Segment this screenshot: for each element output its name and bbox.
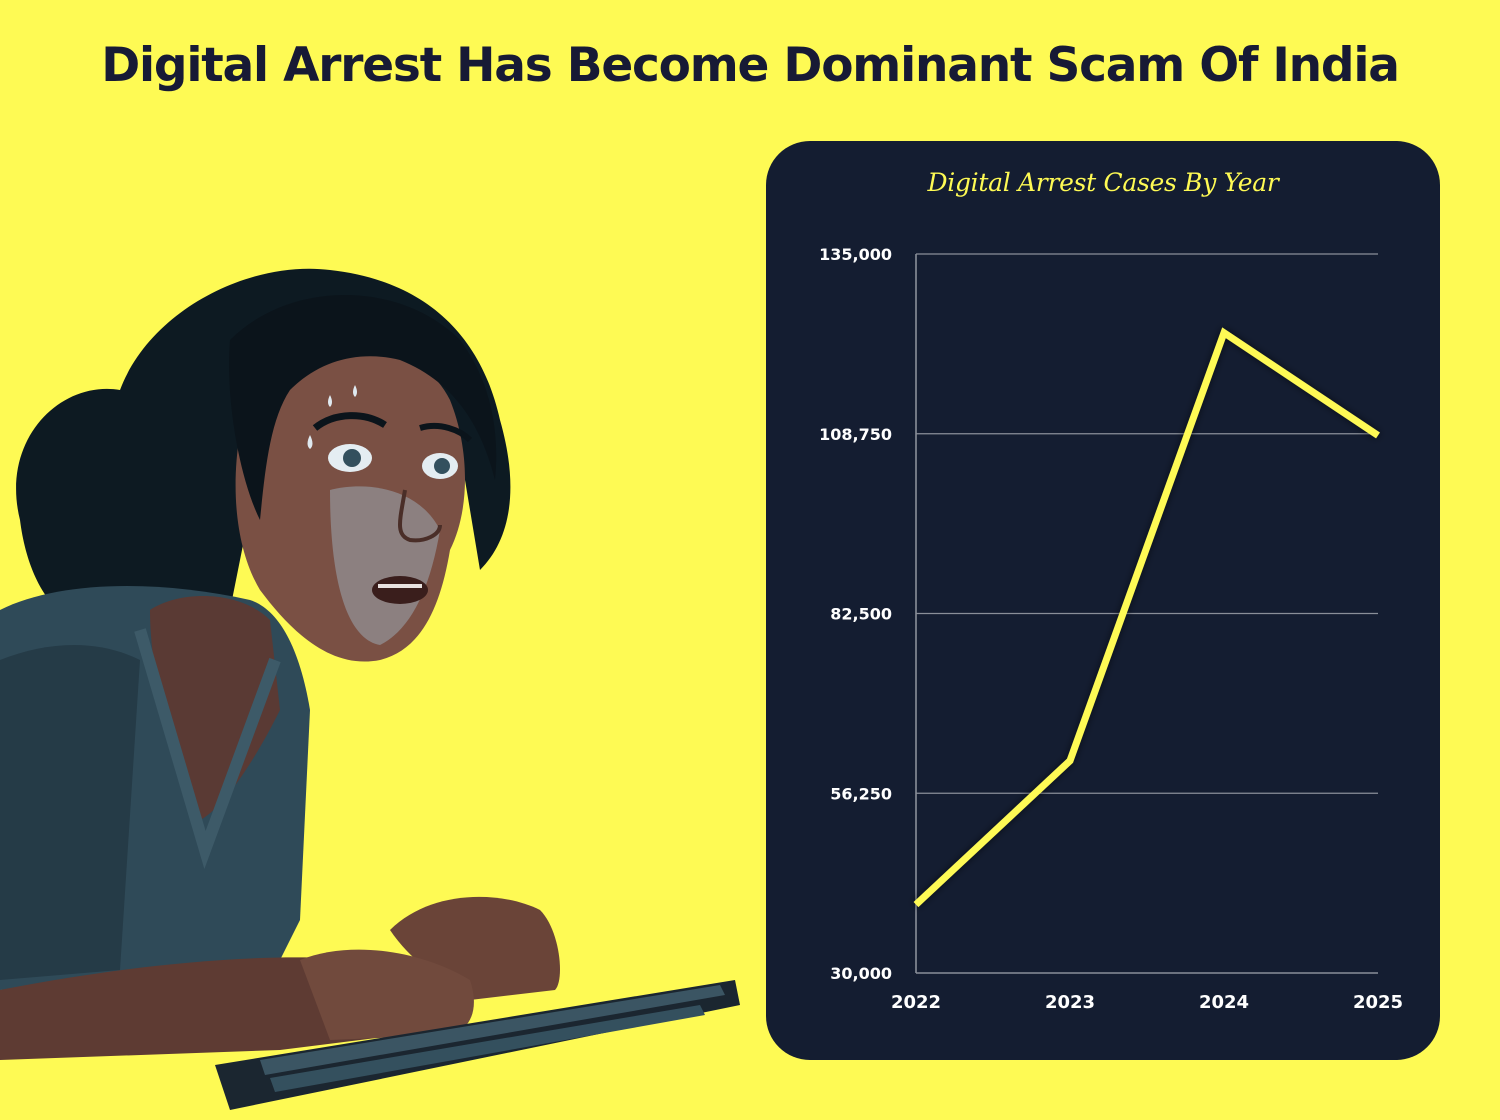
- v-neck: [134, 628, 281, 870]
- nose: [398, 489, 442, 543]
- front-hand: [300, 949, 474, 1040]
- hair-front: [229, 295, 497, 520]
- x-tick-label: 2022: [891, 992, 941, 1013]
- chart-title: Digital Arrest Cases By Year: [927, 168, 1279, 197]
- y-tick-label: 56,250: [830, 784, 892, 803]
- line-chart: 30,000 56,250 82,500 108,750 135,000 2022 2023…: [819, 245, 1403, 1013]
- left-brow: [312, 412, 387, 431]
- headline: Digital Arrest Has Become Dominant Scam …: [101, 38, 1400, 93]
- keyboard-keys: [270, 1005, 705, 1092]
- y-tick-label: 82,500: [830, 605, 892, 624]
- right-brow: [419, 422, 473, 443]
- sweat-drop: [328, 395, 332, 407]
- worried-woman-illustration: [0, 268, 740, 1110]
- face-highlight: [330, 486, 440, 645]
- sweat-drop: [353, 385, 357, 397]
- series-line: [913, 327, 1380, 908]
- x-tick-label: 2024: [1199, 992, 1249, 1013]
- y-tick-label: 30,000: [830, 964, 892, 983]
- sweat-drop: [307, 435, 313, 449]
- shirt-shadow: [0, 645, 140, 980]
- x-tick-label: 2023: [1045, 992, 1095, 1013]
- y-tick-label: 108,750: [819, 425, 892, 444]
- back-hand: [390, 896, 560, 1000]
- y-tick-label: 135,000: [819, 245, 892, 264]
- chart-card: [766, 141, 1440, 1060]
- mouth: [372, 576, 428, 604]
- right-pupil: [434, 458, 450, 474]
- left-pupil: [343, 449, 361, 467]
- keyboard-keys: [260, 985, 725, 1075]
- x-tick-label: 2025: [1353, 992, 1403, 1013]
